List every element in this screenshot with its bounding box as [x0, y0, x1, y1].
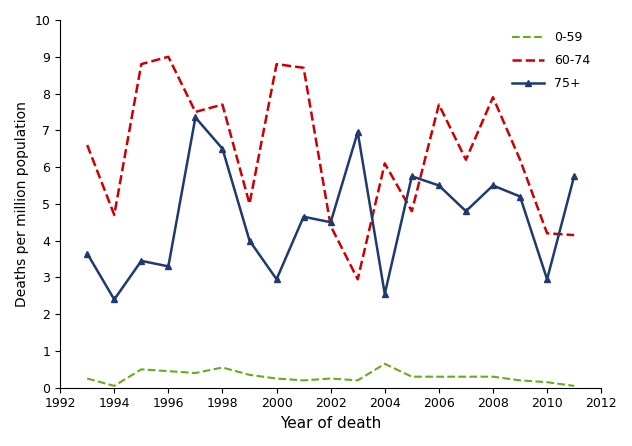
0-59 — [300, 378, 307, 383]
60-74 — [191, 109, 199, 115]
60-74 — [408, 209, 416, 214]
60-74 — [111, 212, 118, 218]
75+ — [435, 183, 442, 188]
0-59 — [327, 376, 334, 381]
75+ — [219, 146, 226, 151]
75+ — [138, 258, 145, 264]
75+ — [83, 251, 91, 256]
0-59 — [138, 367, 145, 372]
75+ — [246, 238, 253, 244]
75+ — [191, 115, 199, 120]
0-59 — [516, 378, 524, 383]
60-74 — [381, 161, 389, 166]
0-59 — [83, 376, 91, 381]
60-74 — [570, 232, 578, 238]
0-59 — [164, 368, 172, 374]
0-59 — [462, 374, 470, 380]
75+ — [164, 264, 172, 269]
75+ — [489, 183, 497, 188]
60-74 — [219, 102, 226, 107]
75+ — [300, 214, 307, 219]
0-59 — [544, 380, 551, 385]
0-59 — [273, 376, 281, 381]
0-59 — [246, 372, 253, 377]
0-59 — [435, 374, 442, 380]
Line: 75+: 75+ — [83, 114, 578, 303]
60-74 — [435, 102, 442, 107]
60-74 — [273, 62, 281, 67]
60-74 — [516, 157, 524, 162]
Line: 0-59: 0-59 — [87, 364, 574, 386]
60-74 — [246, 201, 253, 206]
75+ — [327, 219, 334, 225]
60-74 — [138, 62, 145, 67]
Legend: 0-59, 60-74, 75+: 0-59, 60-74, 75+ — [507, 26, 595, 95]
0-59 — [219, 365, 226, 370]
75+ — [544, 277, 551, 282]
0-59 — [354, 378, 362, 383]
60-74 — [462, 157, 470, 162]
60-74 — [300, 65, 307, 70]
0-59 — [570, 383, 578, 388]
0-59 — [381, 361, 389, 367]
75+ — [516, 194, 524, 199]
75+ — [381, 291, 389, 297]
60-74 — [83, 142, 91, 148]
60-74 — [164, 54, 172, 59]
75+ — [273, 277, 281, 282]
60-74 — [544, 231, 551, 236]
75+ — [570, 173, 578, 179]
0-59 — [111, 383, 118, 388]
X-axis label: Year of death: Year of death — [280, 416, 381, 431]
Y-axis label: Deaths per million population: Deaths per million population — [15, 101, 29, 307]
60-74 — [489, 95, 497, 100]
75+ — [354, 129, 362, 135]
0-59 — [191, 370, 199, 376]
0-59 — [408, 374, 416, 380]
60-74 — [354, 277, 362, 282]
75+ — [111, 297, 118, 302]
75+ — [462, 209, 470, 214]
0-59 — [489, 374, 497, 380]
Line: 60-74: 60-74 — [87, 57, 574, 279]
60-74 — [327, 223, 334, 229]
75+ — [408, 173, 416, 179]
